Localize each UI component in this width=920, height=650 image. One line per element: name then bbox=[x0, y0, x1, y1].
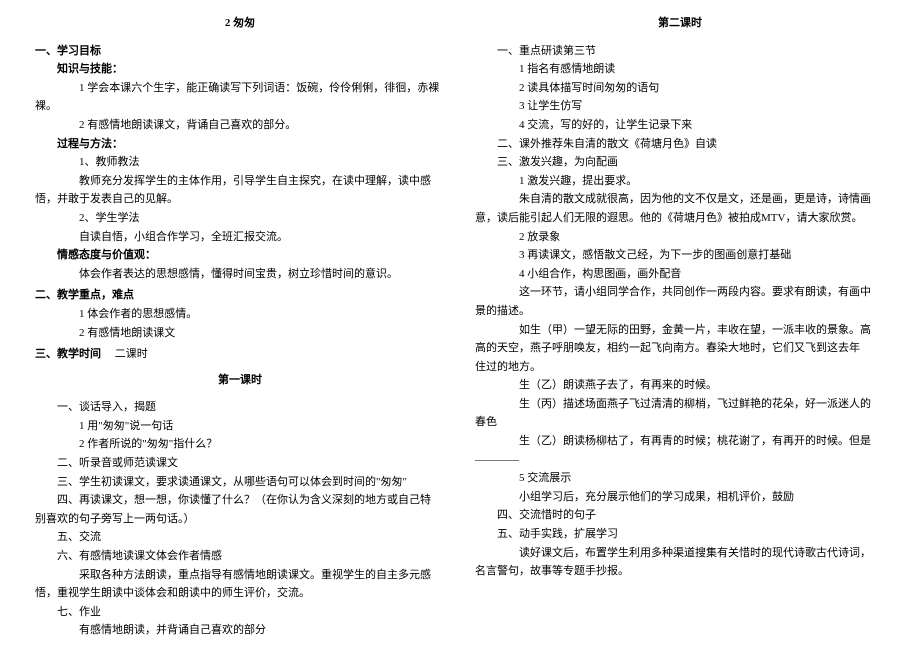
text-line: 悟，并敢于发表自己的见解。 bbox=[35, 191, 445, 209]
heading-2: 二、教学重点，难点 bbox=[35, 287, 445, 305]
text-line: 1 体会作者的思想感情。 bbox=[35, 306, 445, 324]
text-line: 3 再读课文，感悟散文己经，为下一步的图画创意打基础 bbox=[475, 247, 885, 265]
text-line: 有感情地朗读，并背诵自己喜欢的部分 bbox=[35, 622, 445, 640]
text-line: 4 小组合作，构思图画，画外配音 bbox=[475, 266, 885, 284]
lesson1-title: 第一课时 bbox=[35, 372, 445, 390]
left-column: 2 匆匆 一、学习目标 知识与技能： 1 学会本课六个生字，能正确读写下列词语：… bbox=[20, 15, 460, 635]
text-line: 1 指名有感情地朗读 bbox=[475, 61, 885, 79]
text-line: 三、激发兴趣，为向配画 bbox=[475, 154, 885, 172]
text-line: 六、有感情地读课文体会作者情感 bbox=[35, 548, 445, 566]
text-line: 五、动手实践，扩展学习 bbox=[475, 526, 885, 544]
text-line: 别喜欢的句子旁写上一两句话。） bbox=[35, 511, 445, 529]
heading-3-label: 三、教学时间 bbox=[35, 348, 101, 360]
text-line: 二、听录音或师范读课文 bbox=[35, 455, 445, 473]
text-line: 生（乙）朗读杨柳枯了，有再青的时候；桃花谢了，有再开的时候。但是 bbox=[475, 433, 885, 451]
text-line: 2 有感情地朗读课文 bbox=[35, 325, 445, 343]
text-line: 教师充分发挥学生的主体作用，引导学生自主探究，在读中理解，读中感 bbox=[35, 173, 445, 191]
sub-heading-2: 过程与方法： bbox=[35, 136, 445, 154]
text-line: 四、交流惜时的句子 bbox=[475, 507, 885, 525]
text-line: 2、学生学法 bbox=[35, 210, 445, 228]
text-line: 一、重点研读第三节 bbox=[475, 43, 885, 61]
sub-heading-3: 情感态度与价值观： bbox=[35, 247, 445, 265]
text-line: 2 作者所说的"匆匆"指什么？ bbox=[35, 436, 445, 454]
text-line: 3 让学生仿写 bbox=[475, 98, 885, 116]
text-line: 1 激发兴趣，提出要求。 bbox=[475, 173, 885, 191]
text-line: 1 学会本课六个生字，能正确读写下列词语：饭碗，伶伶俐俐，徘徊，赤裸 bbox=[35, 80, 445, 98]
text-line: 意，读后能引起人们无限的遐思。他的《荷塘月色》被拍成MTV，请大家欣赏。 bbox=[475, 210, 885, 228]
heading-3-value: 二课时 bbox=[115, 348, 148, 360]
text-line: 2 有感情地朗读课文，背诵自己喜欢的部分。 bbox=[35, 117, 445, 135]
text-line: 5 交流展示 bbox=[475, 470, 885, 488]
main-title: 2 匆匆 bbox=[35, 15, 445, 33]
text-line: 自读自悟，小组合作学习，全班汇报交流。 bbox=[35, 229, 445, 247]
text-line: 高的天空，燕子呼朋唤友，相约一起飞向南方。春染大地时，它们又飞到这去年 bbox=[475, 340, 885, 358]
text-line: 2 读具体描写时间匆匆的语句 bbox=[475, 80, 885, 98]
text-line: 五、交流 bbox=[35, 529, 445, 547]
text-line: 四、再读课文，想一想，你读懂了什么？（在你认为含义深刻的地方或自己特 bbox=[35, 492, 445, 510]
text-line: 读好课文后，布置学生利用多种渠道搜集有关惜时的现代诗歌古代诗词， bbox=[475, 545, 885, 563]
text-line: 小组学习后，充分展示他们的学习成果，相机评价，鼓励 bbox=[475, 489, 885, 507]
text-line: 如生（甲）一望无际的田野，金黄一片，丰收在望，一派丰收的景象。高 bbox=[475, 322, 885, 340]
text-line: 2 放录象 bbox=[475, 229, 885, 247]
text-line: 体会作者表达的思想感情，懂得时间宝贵，树立珍惜时间的意识。 bbox=[35, 266, 445, 284]
right-column: 第二课时 一、重点研读第三节 1 指名有感情地朗读 2 读具体描写时间匆匆的语句… bbox=[460, 15, 900, 635]
heading-1: 一、学习目标 bbox=[35, 43, 445, 61]
text-line: ———— bbox=[475, 452, 885, 470]
text-line: 裸。 bbox=[35, 98, 445, 116]
text-line: 悟，重视学生朗读中谈体会和朗读中的师生评价，交流。 bbox=[35, 585, 445, 603]
text-line: 朱自清的散文成就很高，因为他的文不仅是文，还是画，更是诗，诗情画 bbox=[475, 191, 885, 209]
text-line: 景的描述。 bbox=[475, 303, 885, 321]
text-line: 一、谈话导入，揭题 bbox=[35, 399, 445, 417]
text-line: 三、学生初读课文，要求读通课文，从哪些语句可以体会到时间的"匆匆" bbox=[35, 474, 445, 492]
text-line: 春色 bbox=[475, 414, 885, 432]
text-line: 二、课外推荐朱自清的散文《荷塘月色》自读 bbox=[475, 136, 885, 154]
text-line: 住过的地方。 bbox=[475, 359, 885, 377]
text-line: 这一环节，请小组同学合作，共同创作一两段内容。要求有朗读，有画中 bbox=[475, 284, 885, 302]
text-line: 1 用"匆匆"说一句话 bbox=[35, 418, 445, 436]
text-line: 采取各种方法朗读，重点指导有感情地朗读课文。重视学生的自主多元感 bbox=[35, 567, 445, 585]
lesson2-title: 第二课时 bbox=[475, 15, 885, 33]
text-line: 生（乙）朗读燕子去了，有再来的时候。 bbox=[475, 377, 885, 395]
text-line: 生（丙）描述场面燕子飞过清清的柳梢，飞过鲜艳的花朵，好一派迷人的 bbox=[475, 396, 885, 414]
text-line: 4 交流，写的好的，让学生记录下来 bbox=[475, 117, 885, 135]
heading-3: 三、教学时间 二课时 bbox=[35, 346, 445, 364]
sub-heading-1: 知识与技能： bbox=[35, 61, 445, 79]
text-line: 1、教师教法 bbox=[35, 154, 445, 172]
text-line: 七、作业 bbox=[35, 604, 445, 622]
text-line: 名言警句，故事等专题手抄报。 bbox=[475, 563, 885, 581]
